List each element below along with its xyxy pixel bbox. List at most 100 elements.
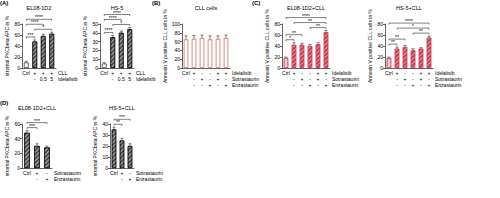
svg-text:****: **** <box>405 18 413 24</box>
svg-text:+: + <box>209 82 212 88</box>
svg-text:CLL cells: CLL cells <box>195 5 218 11</box>
svg-text:Ctrl: Ctrl <box>23 170 31 176</box>
svg-text:EL08-1D2+CLL: EL08-1D2+CLL <box>287 5 325 11</box>
svg-text:**: ** <box>419 28 423 34</box>
svg-text:60: 60 <box>274 32 280 38</box>
svg-text:Ctrl: Ctrl <box>100 70 108 76</box>
svg-text:40: 40 <box>377 43 383 49</box>
svg-text:Annexin V positive CLL cells i: Annexin V positive CLL cells in % <box>264 8 270 83</box>
svg-text:Annexin V positive CLL cells i: Annexin V positive CLL cells in % <box>367 8 373 83</box>
svg-text:****: **** <box>302 13 310 19</box>
svg-text:Enzastaurin: Enzastaurin <box>332 82 359 88</box>
svg-text:***: *** <box>28 32 34 38</box>
svg-text:20: 20 <box>274 54 280 60</box>
svg-text:stromal PKCbeta APC in %: stromal PKCbeta APC in % <box>4 115 10 176</box>
svg-text:80: 80 <box>14 21 20 27</box>
svg-text:****: **** <box>105 27 113 33</box>
svg-text:-: - <box>404 82 406 88</box>
svg-text:-: - <box>201 82 203 88</box>
svg-text:40: 40 <box>174 47 180 53</box>
svg-text:0: 0 <box>17 65 20 71</box>
svg-text:20: 20 <box>174 56 180 62</box>
svg-text:Ctrl: Ctrl <box>110 170 118 176</box>
svg-text:**: ** <box>395 34 399 40</box>
svg-text:+: + <box>412 82 415 88</box>
svg-text:-: - <box>301 82 303 88</box>
svg-text:+: + <box>325 82 328 88</box>
svg-text:-: - <box>217 82 219 88</box>
svg-text:0: 0 <box>95 65 98 71</box>
svg-text:-: - <box>293 82 295 88</box>
svg-text:20: 20 <box>377 54 383 60</box>
svg-text:Annexin V positive CLL cells i: Annexin V positive CLL cells in % <box>162 8 168 83</box>
svg-text:+: + <box>309 82 312 88</box>
svg-text:-: - <box>396 82 398 88</box>
svg-text:80: 80 <box>174 30 180 36</box>
svg-text:HS-5+CLL: HS-5+CLL <box>396 5 422 11</box>
svg-text:0: 0 <box>105 165 108 171</box>
svg-text:-: - <box>317 82 319 88</box>
svg-text:60: 60 <box>377 32 383 38</box>
svg-text:0: 0 <box>17 165 20 171</box>
svg-text:Ctrl: Ctrl <box>22 70 30 76</box>
svg-text:60: 60 <box>14 32 20 38</box>
svg-text:Ctrl: Ctrl <box>182 70 190 76</box>
svg-text:40: 40 <box>92 30 98 36</box>
svg-text:30: 30 <box>102 132 108 138</box>
svg-text:50: 50 <box>92 21 98 27</box>
svg-text:0.5: 0.5 <box>40 76 47 82</box>
svg-text:****: **** <box>35 14 43 20</box>
svg-text:-: - <box>112 76 114 82</box>
svg-text:stromal PKCbeta APC in %: stromal PKCbeta APC in % <box>92 115 98 176</box>
svg-text:+: + <box>46 176 49 182</box>
svg-text:+: + <box>225 82 228 88</box>
svg-text:60: 60 <box>14 121 20 127</box>
svg-text:0: 0 <box>177 65 180 71</box>
svg-text:30: 30 <box>92 39 98 45</box>
svg-text:40: 40 <box>14 43 20 49</box>
svg-text:(A): (A) <box>0 0 8 6</box>
svg-text:80: 80 <box>274 21 280 27</box>
svg-text:Enzastaurin: Enzastaurin <box>232 82 259 88</box>
svg-text:40: 40 <box>274 43 280 49</box>
svg-text:5: 5 <box>128 76 131 82</box>
svg-text:(B): (B) <box>152 0 160 6</box>
svg-text:**: ** <box>292 30 296 36</box>
svg-text:5: 5 <box>50 76 53 82</box>
svg-text:0: 0 <box>380 65 383 71</box>
svg-text:40: 40 <box>102 121 108 127</box>
svg-text:Ctrl: Ctrl <box>385 70 393 76</box>
svg-text:100: 100 <box>172 21 181 27</box>
svg-text:-: - <box>36 176 38 182</box>
svg-text:10: 10 <box>102 154 108 160</box>
svg-text:10: 10 <box>92 56 98 62</box>
svg-text:20: 20 <box>14 150 20 156</box>
svg-text:80: 80 <box>377 21 383 27</box>
svg-text:Idelalisib: Idelalisib <box>58 76 78 82</box>
svg-text:-: - <box>193 82 195 88</box>
svg-text:Ctrl: Ctrl <box>282 70 290 76</box>
svg-text:60: 60 <box>174 39 180 45</box>
svg-text:Enzastaurin: Enzastaurin <box>435 82 462 88</box>
svg-text:*: * <box>289 35 291 41</box>
svg-text:20: 20 <box>102 143 108 149</box>
svg-text:+: + <box>428 82 431 88</box>
svg-text:20: 20 <box>92 47 98 53</box>
svg-text:20: 20 <box>14 54 20 60</box>
svg-text:0: 0 <box>277 65 280 71</box>
svg-text:+: + <box>129 176 132 182</box>
svg-text:-: - <box>420 82 422 88</box>
svg-text:-: - <box>34 76 36 82</box>
svg-text:Enzastaurin: Enzastaurin <box>54 176 81 182</box>
svg-text:stromal PKCbeta APC in %: stromal PKCbeta APC in % <box>4 15 10 76</box>
svg-text:(D): (D) <box>0 100 8 106</box>
svg-text:EL08-1D2+CLL: EL08-1D2+CLL <box>18 105 56 111</box>
svg-text:40: 40 <box>14 136 20 142</box>
svg-text:****: **** <box>113 10 121 16</box>
svg-text:Enzastaurin: Enzastaurin <box>136 176 163 182</box>
svg-text:stromal PKCbeta APC in %: stromal PKCbeta APC in % <box>82 15 88 76</box>
svg-text:**: ** <box>316 23 320 29</box>
svg-text:***: *** <box>119 114 125 120</box>
svg-text:-: - <box>121 176 123 182</box>
svg-text:(C): (C) <box>252 0 260 6</box>
